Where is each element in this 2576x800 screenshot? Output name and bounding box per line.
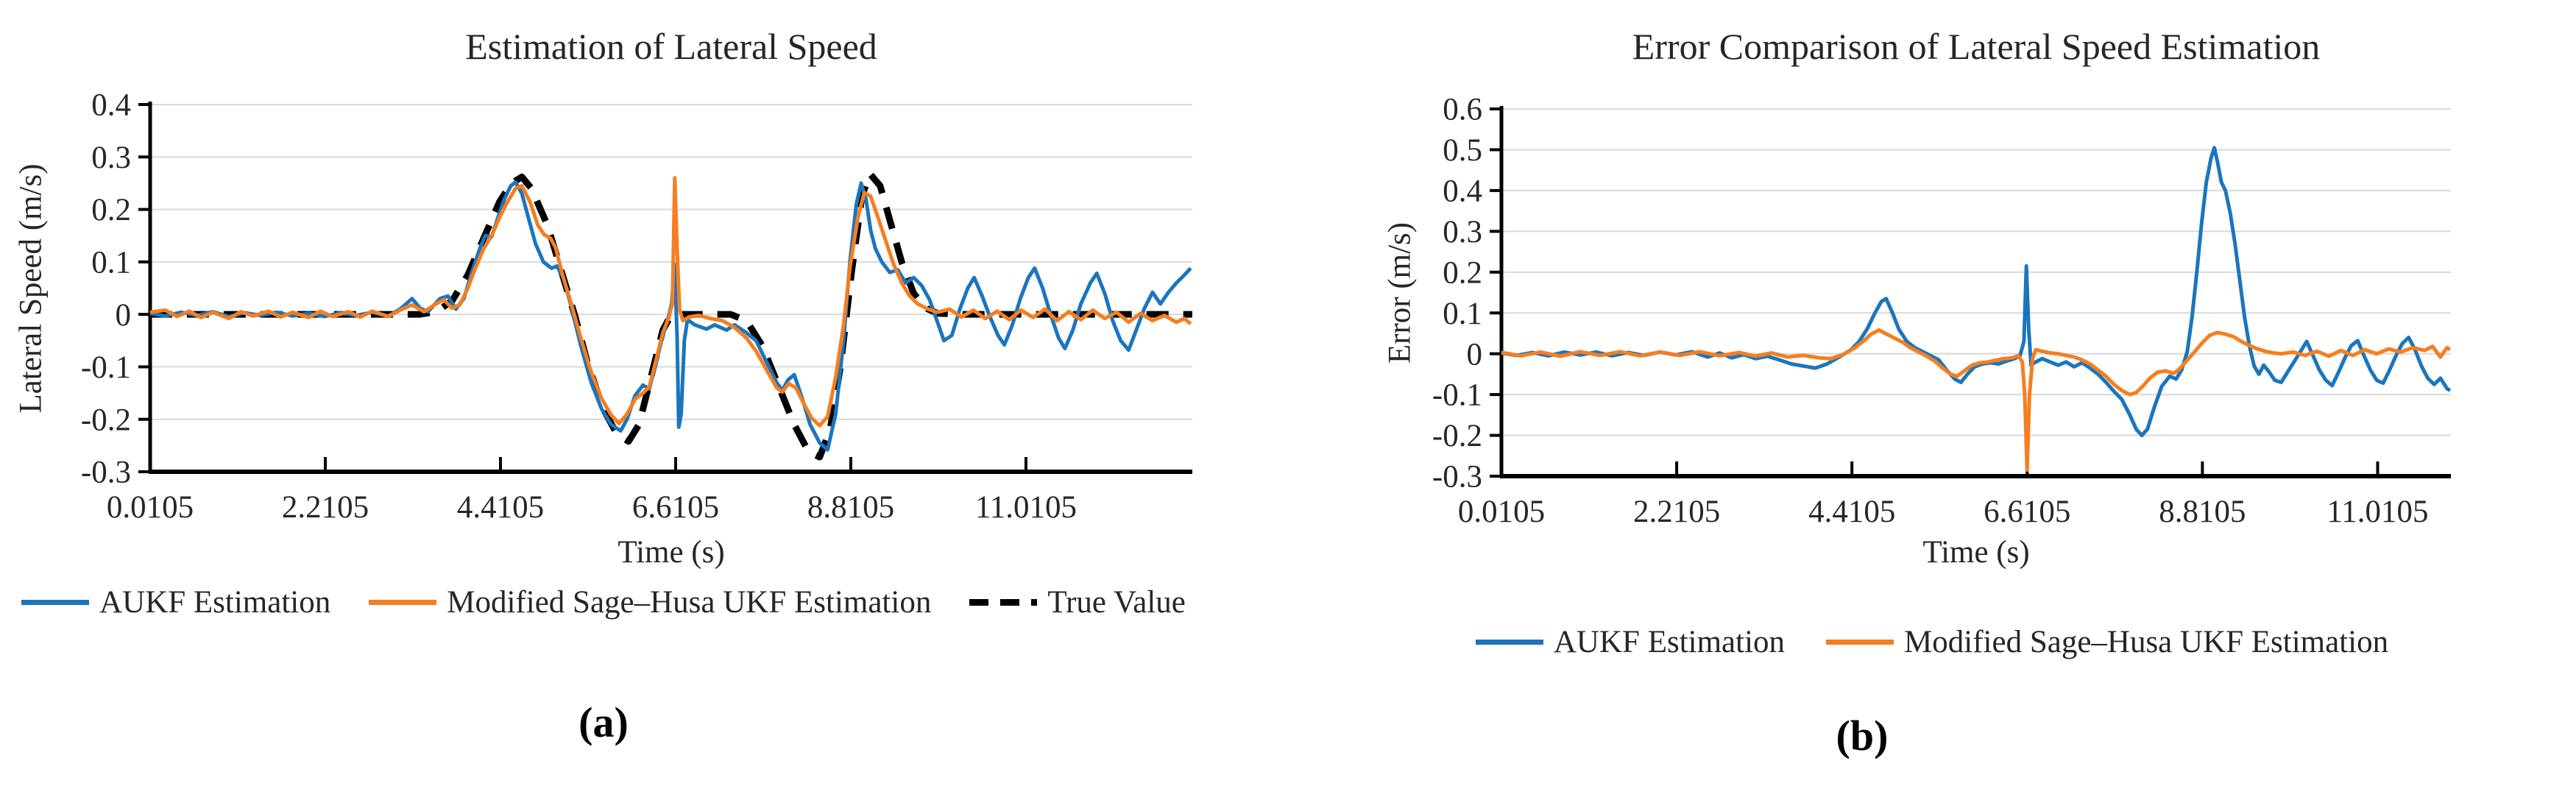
sage-husa-line-swatch-icon — [1826, 639, 1894, 645]
legend-item-sage-husa: Modified Sage–Husa UKF Estimation — [369, 584, 931, 620]
chart-b-legend: AUKF Estimation Modified Sage–Husa UKF E… — [1288, 620, 2576, 664]
x-tick-label: 8.8105 — [807, 490, 894, 525]
x-tick-label: 6.6105 — [632, 490, 719, 525]
x-tick-label: 0.0105 — [107, 490, 194, 525]
y-tick-label: -0.3 — [1432, 460, 1482, 495]
y-tick-label: 0.6 — [1443, 93, 1482, 127]
x-tick-label: 2.2105 — [282, 490, 369, 525]
series-line-sage-husa — [1501, 328, 2452, 472]
chart-b-x-axis-title: Time (s) — [1922, 535, 2030, 570]
legend-item-aukf: AUKF Estimation — [21, 584, 330, 620]
y-tick-label: 0.2 — [1443, 255, 1482, 290]
y-tick-label: 0.1 — [91, 245, 131, 280]
chart-b-y-axis-title: Error (m/s) — [1382, 222, 1418, 364]
x-tick-label: 11.0105 — [2326, 495, 2428, 529]
legend-label: AUKF Estimation — [99, 584, 331, 620]
y-tick-label: 0.3 — [1443, 215, 1482, 249]
y-tick-label: 0.3 — [91, 141, 131, 175]
y-tick-label: 0.4 — [1443, 174, 1482, 209]
y-tick-label: -0.1 — [81, 350, 131, 385]
y-tick-label: 0.5 — [1443, 133, 1482, 168]
x-tick-label: 0.0105 — [1458, 495, 1545, 529]
legend-label: Modified Sage–Husa UKF Estimation — [447, 584, 932, 620]
chart-a-title: Estimation of Lateral Speed — [465, 26, 877, 67]
chart-a-x-axis-title: Time (s) — [618, 535, 725, 570]
legend-label: Modified Sage–Husa UKF Estimation — [1904, 624, 2389, 659]
aukf-line-swatch-icon — [21, 599, 90, 605]
series-line-aukf — [1501, 146, 2452, 438]
legend-label: True Value — [1047, 584, 1186, 620]
y-tick-label: -0.2 — [1432, 419, 1482, 453]
x-tick-label: 11.0105 — [975, 490, 1077, 525]
x-tick-label: 4.4105 — [1808, 495, 1895, 529]
y-tick-label: 0.1 — [1443, 297, 1482, 331]
x-tick-label: 2.2105 — [1633, 495, 1720, 529]
y-tick-label: 0 — [1467, 337, 1483, 372]
caption-b: (b) — [1836, 712, 1889, 760]
chart-a-legend: AUKF Estimation Modified Sage–Husa UKF E… — [7, 580, 1200, 624]
chart-b: 0.6 0.5 0.4 0.3 0.2 0.1 0 -0.1 -0.2 -0.30.0105 2.2… — [1432, 93, 2452, 529]
true-value-dashed-swatch-icon — [969, 598, 1038, 606]
chart-a-y-axis-title: Lateral Speed (m/s) — [13, 163, 49, 414]
legend-item-true-value: True Value — [969, 584, 1186, 620]
chart-b-title: Error Comparison of Lateral Speed Estima… — [1632, 26, 2321, 67]
legend-item-sage-husa: Modified Sage–Husa UKF Estimation — [1826, 624, 2388, 660]
series-line-sage-husa — [149, 176, 1192, 428]
legend-item-aukf: AUKF Estimation — [1475, 624, 1786, 660]
x-tick-label: 8.8105 — [2159, 495, 2246, 529]
x-tick-label: 4.4105 — [457, 490, 544, 525]
chart-a: 0.4 0.3 0.2 0.1 0 -0.1 -0.2 -0.30.0105 2.2105 4.4… — [81, 88, 1192, 525]
y-tick-label: -0.1 — [1432, 378, 1482, 413]
y-tick-label: -0.3 — [81, 456, 131, 490]
caption-a: (a) — [578, 698, 629, 746]
y-tick-label: 0 — [116, 298, 132, 333]
aukf-line-swatch-icon — [1475, 639, 1543, 645]
sage-husa-line-swatch-icon — [369, 599, 437, 605]
y-tick-label: 0.2 — [91, 193, 131, 227]
legend-label: AUKF Estimation — [1553, 624, 1786, 659]
x-tick-label: 6.6105 — [1984, 495, 2070, 529]
y-tick-label: 0.4 — [91, 88, 131, 123]
series-line-aukf — [149, 180, 1192, 452]
y-tick-label: -0.2 — [81, 403, 131, 437]
